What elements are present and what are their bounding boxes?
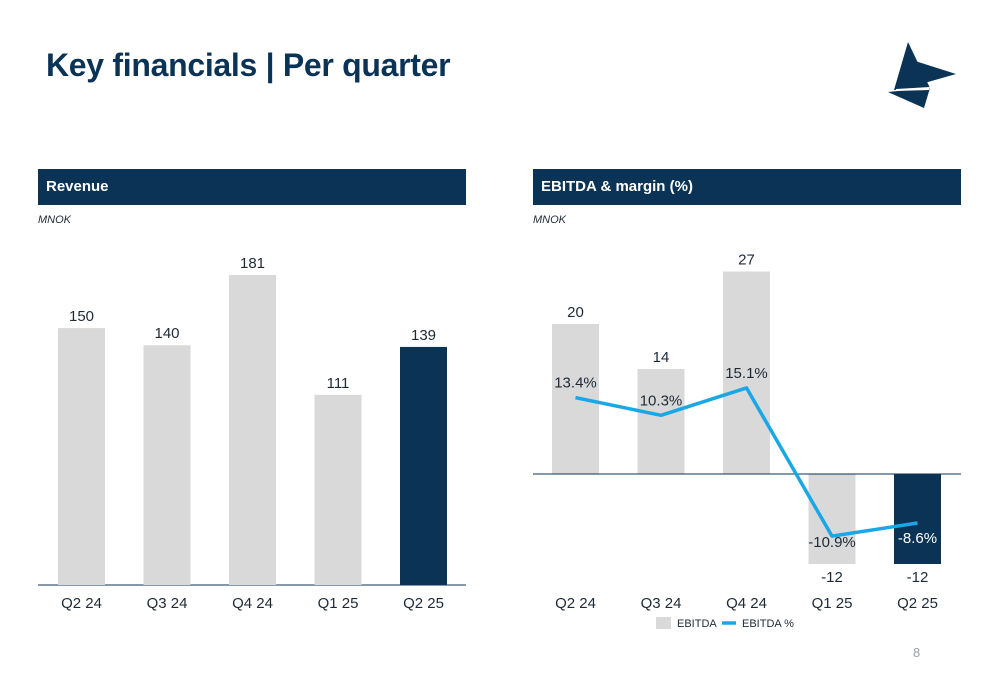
revenue-category-label: Q4 24: [232, 595, 273, 612]
ebitda-category-label: Q1 25: [812, 595, 853, 612]
ebitda-bar: [637, 369, 685, 474]
revenue-category-label: Q2 24: [61, 595, 102, 612]
ebitda-category-label: Q2 24: [555, 595, 596, 612]
revenue-bar: [400, 346, 447, 585]
revenue-panel-header: Revenue: [38, 169, 466, 205]
ebitda-category-label: Q3 24: [641, 595, 682, 612]
revenue-category-label: Q2 25: [403, 595, 444, 612]
ebitda-value-label: 27: [738, 252, 755, 269]
legend-ebitda-swatch: [656, 617, 671, 629]
revenue-unit-label: MNOK: [38, 214, 71, 226]
ebitda-margin-line: [575, 386, 918, 538]
revenue-bar: [143, 345, 191, 585]
ebitda-bar: [723, 271, 770, 474]
page-number: 8: [913, 645, 921, 660]
ebitda-chart: 20 14 27 -12 -12 13.4% 10.3% 15.1% -10.9% -8.6% Q2…: [533, 252, 961, 630]
ebitda-margin-label: 13.4%: [554, 375, 597, 392]
ebitda-margin-label: -10.9%: [808, 534, 856, 551]
revenue-value-label: 139: [411, 327, 436, 344]
ebitda-unit-label: MNOK: [533, 214, 566, 226]
ebitda-value-label: 14: [653, 349, 670, 366]
ebitda-value-label: 20: [567, 304, 584, 321]
ebitda-bar: [808, 474, 856, 564]
legend-ebitda-label: EBITDA: [677, 618, 717, 630]
company-logo: [888, 42, 956, 108]
revenue-bar: [229, 275, 276, 585]
revenue-category-label: Q1 25: [318, 595, 359, 612]
revenue-value-label: 181: [240, 255, 265, 272]
ebitda-value-label: -12: [821, 569, 843, 586]
page-title: Key financials | Per quarter: [46, 47, 451, 83]
revenue-value-label: 150: [69, 308, 94, 325]
revenue-value-label: 111: [327, 375, 350, 392]
revenue-chart: 150 Q2 24 140 Q3 24 181 Q4 24 111 Q1 25 139 Q2 25: [38, 255, 466, 612]
ebitda-category-label: Q4 24: [726, 595, 767, 612]
ebitda-margin-label: 15.1%: [725, 365, 768, 382]
ebitda-panel-header: EBITDA & margin (%): [533, 169, 961, 205]
ebitda-margin-label: -8.6%: [898, 530, 937, 547]
ebitda-margin-label: 10.3%: [640, 392, 683, 409]
ebitda-bar: [894, 474, 941, 564]
revenue-bar: [314, 394, 362, 585]
revenue-category-label: Q3 24: [147, 595, 188, 612]
revenue-value-label: 140: [154, 325, 179, 342]
ebitda-category-label: Q2 25: [897, 595, 938, 612]
ebitda-value-label: -12: [907, 569, 929, 586]
revenue-bar: [58, 328, 105, 585]
legend-margin-label: EBITDA %: [742, 618, 794, 630]
